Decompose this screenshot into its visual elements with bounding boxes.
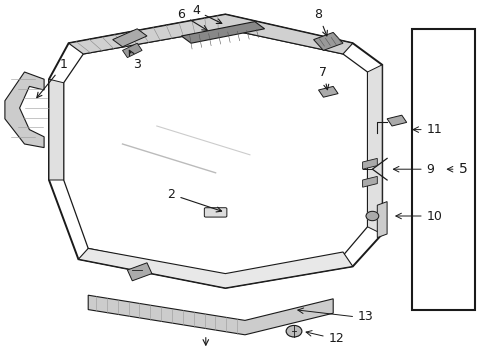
Polygon shape xyxy=(78,248,353,288)
Text: 4: 4 xyxy=(192,4,222,23)
Polygon shape xyxy=(49,79,64,180)
Polygon shape xyxy=(49,14,382,288)
Polygon shape xyxy=(363,158,377,169)
Text: 7: 7 xyxy=(319,66,329,90)
Bar xyxy=(412,29,475,310)
Polygon shape xyxy=(122,43,142,58)
Polygon shape xyxy=(127,263,152,281)
Text: 9: 9 xyxy=(426,163,434,176)
Text: 11: 11 xyxy=(426,123,442,136)
Polygon shape xyxy=(363,176,377,187)
Polygon shape xyxy=(377,202,387,238)
Polygon shape xyxy=(64,29,368,277)
FancyBboxPatch shape xyxy=(204,208,227,217)
Text: 2: 2 xyxy=(168,188,221,212)
Text: 8: 8 xyxy=(315,8,327,36)
Text: 3: 3 xyxy=(129,50,141,71)
Text: 10: 10 xyxy=(426,210,442,222)
Polygon shape xyxy=(368,65,382,234)
Circle shape xyxy=(366,211,379,221)
Polygon shape xyxy=(5,72,44,148)
Polygon shape xyxy=(88,295,333,335)
Polygon shape xyxy=(113,29,147,47)
Text: 1: 1 xyxy=(37,58,68,98)
Text: 13: 13 xyxy=(358,310,373,323)
Polygon shape xyxy=(314,32,343,50)
Circle shape xyxy=(286,325,302,337)
Text: 6: 6 xyxy=(177,8,207,30)
Text: 12: 12 xyxy=(328,332,344,345)
Polygon shape xyxy=(318,86,338,97)
Text: 5: 5 xyxy=(459,162,467,176)
Polygon shape xyxy=(69,14,353,54)
Polygon shape xyxy=(181,22,265,43)
Polygon shape xyxy=(387,115,407,126)
